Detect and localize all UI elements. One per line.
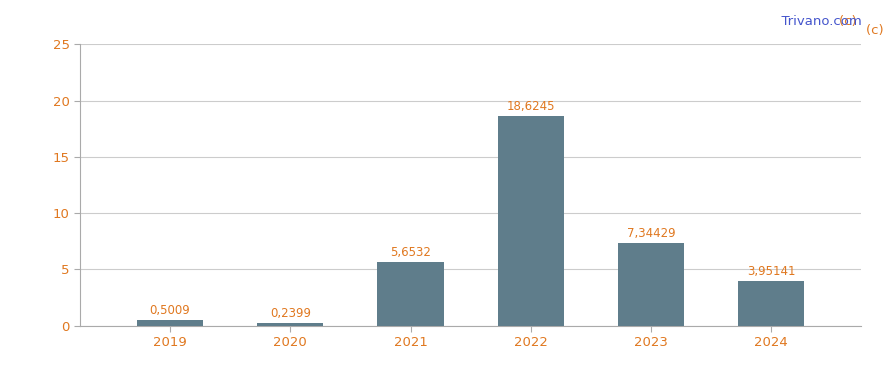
Text: 5,6532: 5,6532 bbox=[390, 246, 431, 259]
Text: (c): (c) bbox=[866, 24, 887, 37]
Bar bbox=[258, 323, 323, 326]
Bar bbox=[377, 262, 444, 326]
Text: 0,5009: 0,5009 bbox=[150, 304, 190, 317]
Bar bbox=[618, 243, 684, 326]
Text: 7,34429: 7,34429 bbox=[627, 227, 675, 240]
Text: 0,2399: 0,2399 bbox=[270, 307, 311, 320]
Bar bbox=[497, 116, 564, 326]
Bar bbox=[738, 281, 805, 326]
Text: 3,95141: 3,95141 bbox=[747, 265, 796, 278]
Text: (c): (c) bbox=[839, 14, 861, 27]
Text: 18,6245: 18,6245 bbox=[506, 100, 555, 113]
Bar bbox=[137, 320, 203, 326]
Text: Trivano.com: Trivano.com bbox=[739, 14, 861, 27]
